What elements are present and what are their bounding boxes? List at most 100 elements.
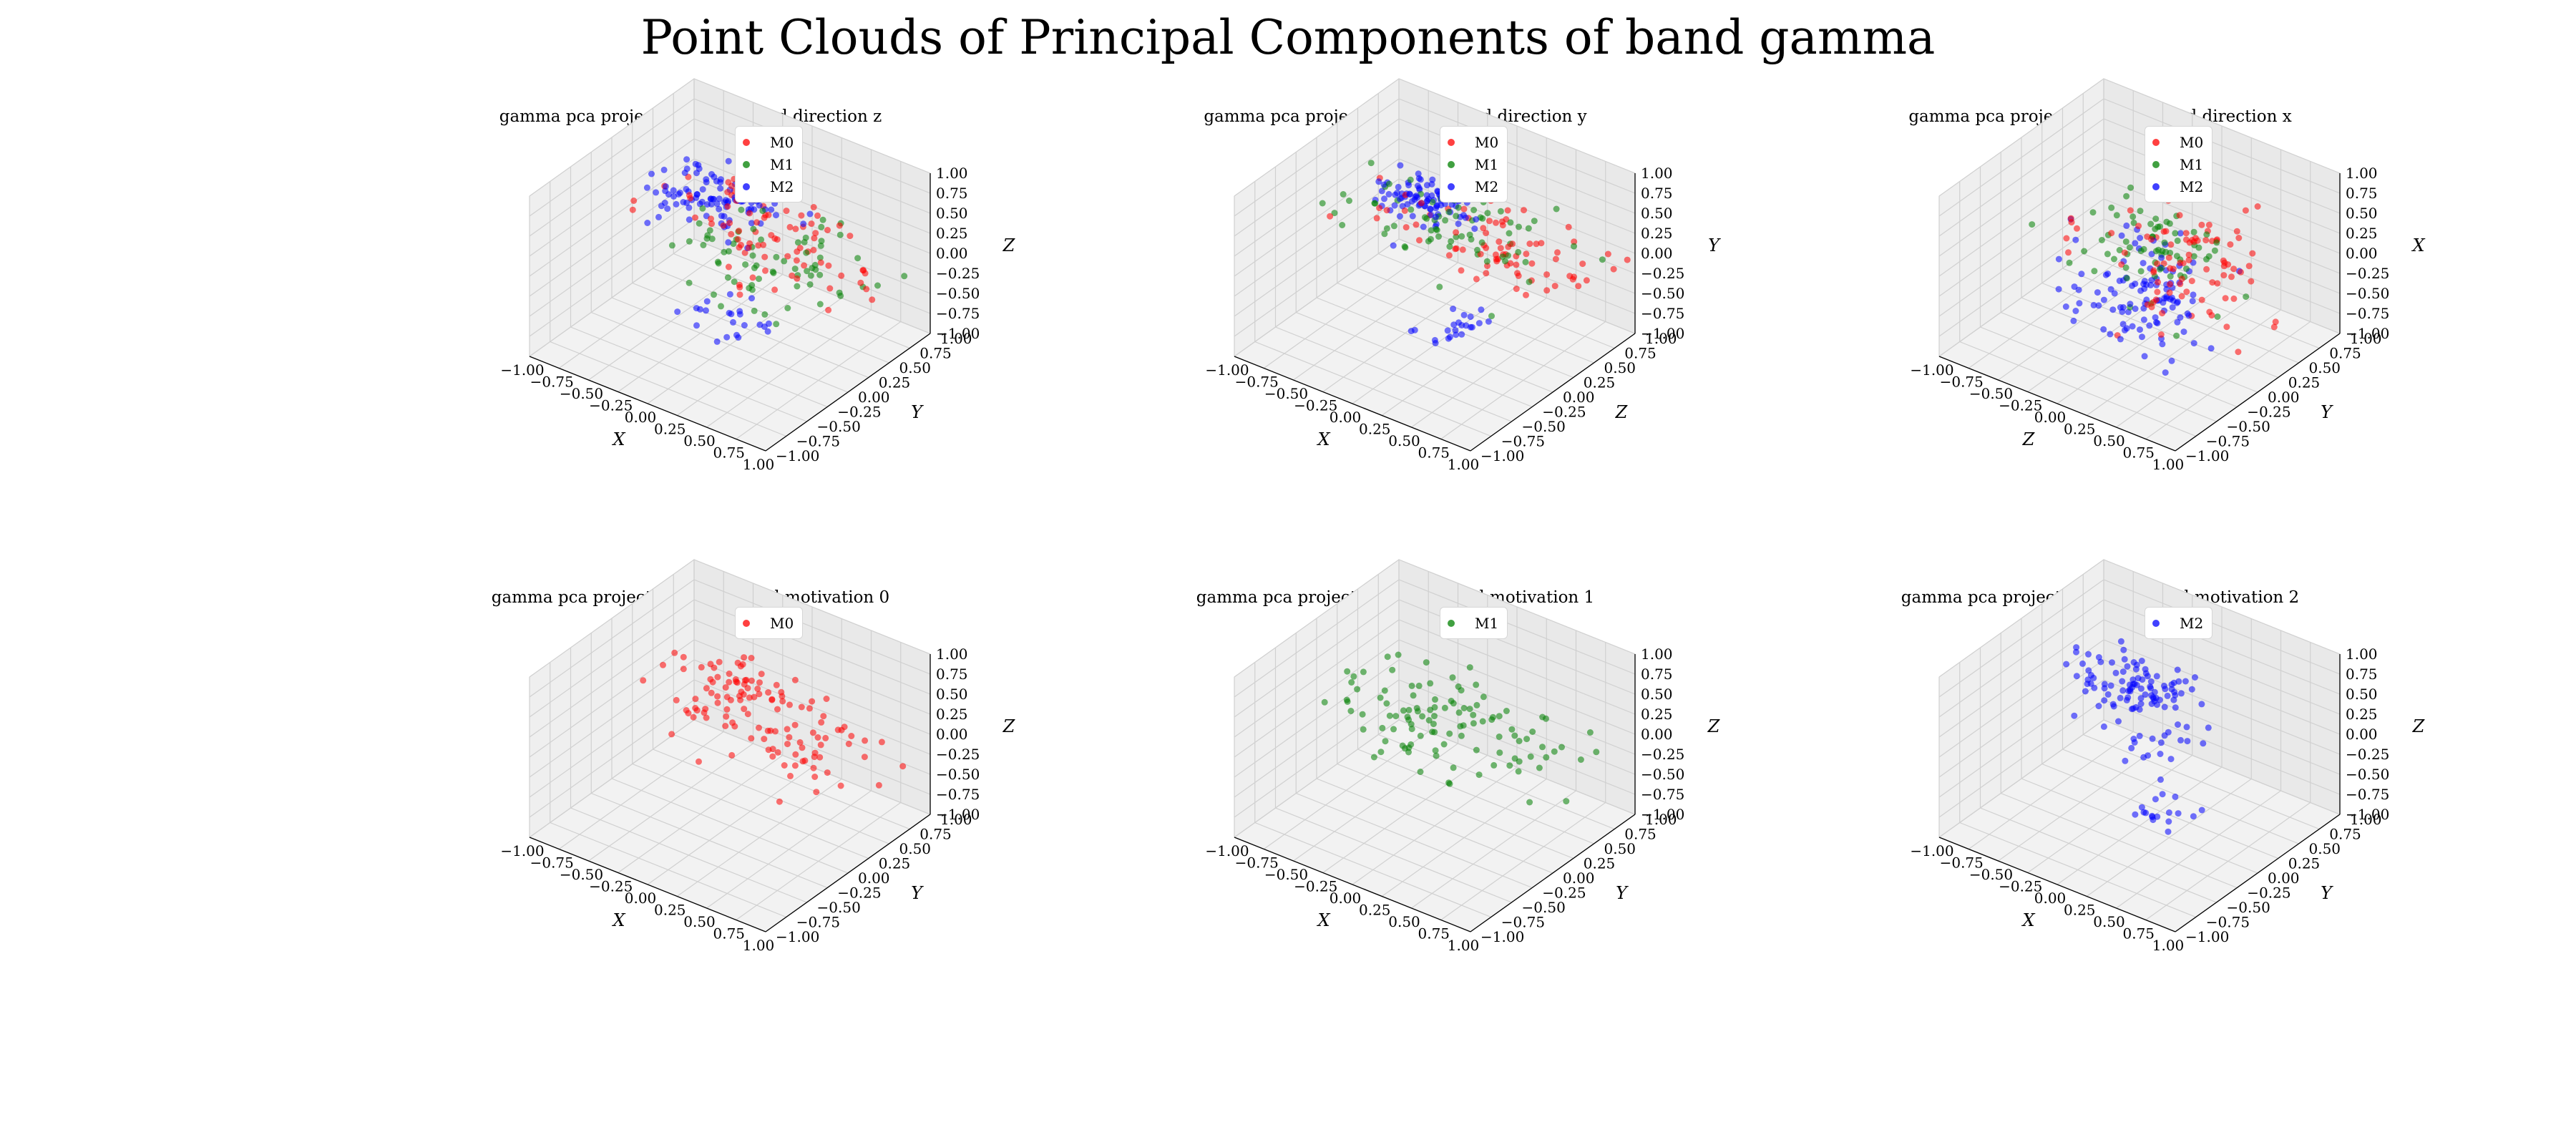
data-point-m2 — [2119, 321, 2127, 328]
data-point-m0 — [822, 734, 829, 741]
x-tick-label: 0.25 — [1359, 902, 1391, 919]
data-point-m0 — [1401, 207, 1408, 214]
data-point-m2 — [2073, 648, 2079, 656]
data-point-m0 — [817, 741, 824, 749]
data-point-m1 — [1539, 713, 1546, 721]
data-point-m1 — [2089, 209, 2097, 216]
data-point-m1 — [1395, 651, 1402, 658]
data-point-m0 — [1571, 238, 1578, 245]
data-point-m0 — [729, 719, 736, 726]
data-point-m1 — [1346, 198, 1352, 204]
y-tick-label: 0.50 — [1604, 359, 1636, 376]
data-point-m0 — [758, 671, 765, 678]
data-point-m0 — [2183, 288, 2190, 296]
gridline — [1274, 648, 1512, 903]
data-point-m0 — [2230, 265, 2238, 273]
data-point-m0 — [734, 236, 741, 243]
data-point-m0 — [2108, 230, 2115, 237]
data-point-m1 — [758, 236, 765, 243]
x-tick-label: 1.00 — [2152, 456, 2185, 473]
data-point-m2 — [725, 157, 732, 165]
data-point-m0 — [2242, 207, 2249, 214]
data-point-m0 — [2121, 249, 2128, 256]
gridline — [1357, 108, 1594, 364]
data-point-m0 — [810, 764, 817, 771]
data-point-m2 — [2062, 303, 2069, 310]
z-tick-label: 0.00 — [1641, 245, 1673, 262]
data-point-m1 — [1470, 711, 1477, 718]
data-point-m0 — [1533, 240, 1540, 248]
data-point-m1 — [2123, 193, 2130, 200]
data-point-m0 — [786, 701, 793, 708]
legend-marker — [743, 619, 750, 627]
data-point-m2 — [686, 216, 693, 223]
data-point-m0 — [1583, 277, 1590, 284]
data-point-m2 — [2071, 283, 2078, 291]
data-point-m1 — [1551, 748, 1558, 755]
data-point-m2 — [2121, 656, 2128, 663]
data-point-m0 — [716, 658, 723, 666]
data-point-m0 — [808, 220, 815, 228]
data-point-m2 — [1396, 195, 1403, 203]
data-point-m2 — [696, 165, 703, 172]
legend-item: M1 — [2152, 153, 2203, 175]
data-point-m2 — [2129, 323, 2136, 330]
data-point-m2 — [681, 170, 688, 176]
data-point-m2 — [2146, 322, 2153, 329]
data-point-m0 — [1460, 205, 1468, 213]
data-point-m1 — [738, 206, 745, 213]
data-point-m2 — [2177, 736, 2184, 744]
x-tick-label: 0.00 — [1330, 409, 1362, 426]
data-point-m0 — [660, 661, 666, 668]
gridline — [652, 589, 889, 844]
y-axis-label: Y — [2321, 883, 2333, 903]
data-point-m1 — [1367, 160, 1375, 167]
data-point-m0 — [701, 709, 708, 716]
data-point-m2 — [2129, 705, 2137, 712]
data-point-m1 — [751, 307, 758, 314]
data-point-m0 — [826, 285, 834, 292]
x-tick-label: −0.75 — [1235, 374, 1279, 391]
z-tick-label: −0.75 — [2346, 786, 2389, 803]
z-tick-label: 0.50 — [2346, 686, 2378, 703]
data-point-m0 — [680, 666, 687, 673]
data-point-m0 — [760, 241, 767, 248]
x-tick-label: 0.25 — [2064, 902, 2096, 919]
legend-label: M2 — [770, 177, 794, 195]
data-point-m2 — [2141, 353, 2148, 360]
y-tick-label: −0.25 — [1542, 885, 1586, 902]
x-tick-label: 0.25 — [654, 902, 686, 919]
data-point-m2 — [2107, 682, 2114, 689]
data-point-m0 — [1526, 240, 1533, 248]
data-point-m1 — [781, 258, 788, 265]
data-point-m0 — [811, 754, 818, 761]
y-axis-label: Z — [1615, 402, 1629, 422]
legend-label: M2 — [1475, 177, 1499, 195]
data-point-m1 — [1499, 253, 1506, 260]
gridline — [550, 181, 786, 437]
data-point-m0 — [1552, 255, 1559, 263]
panel-direction-z: gamma pca projection Point Cloud directi… — [422, 78, 1138, 580]
data-point-m2 — [670, 187, 677, 194]
data-point-m2 — [2142, 809, 2150, 817]
data-point-m2 — [2175, 810, 2182, 817]
data-point-m1 — [750, 225, 757, 233]
x-tick-label: −0.25 — [589, 397, 633, 414]
data-point-m1 — [2111, 255, 2117, 263]
data-point-m0 — [820, 713, 827, 720]
legend-label: M1 — [1475, 614, 1499, 632]
data-point-m2 — [2172, 793, 2179, 800]
data-point-m2 — [2174, 318, 2181, 326]
x-tick-label: −1.00 — [1205, 842, 1249, 859]
data-point-m0 — [861, 754, 868, 761]
data-point-m0 — [2178, 276, 2185, 283]
data-point-m0 — [753, 219, 761, 226]
z-tick-label: −0.75 — [1641, 305, 1684, 322]
data-point-m2 — [713, 338, 721, 345]
data-point-m1 — [1321, 698, 1328, 706]
z-tick-label: 0.50 — [1641, 686, 1673, 703]
data-point-m2 — [730, 318, 736, 326]
data-point-m0 — [714, 699, 721, 706]
data-point-m1 — [1401, 243, 1408, 250]
data-point-m1 — [1340, 191, 1347, 198]
